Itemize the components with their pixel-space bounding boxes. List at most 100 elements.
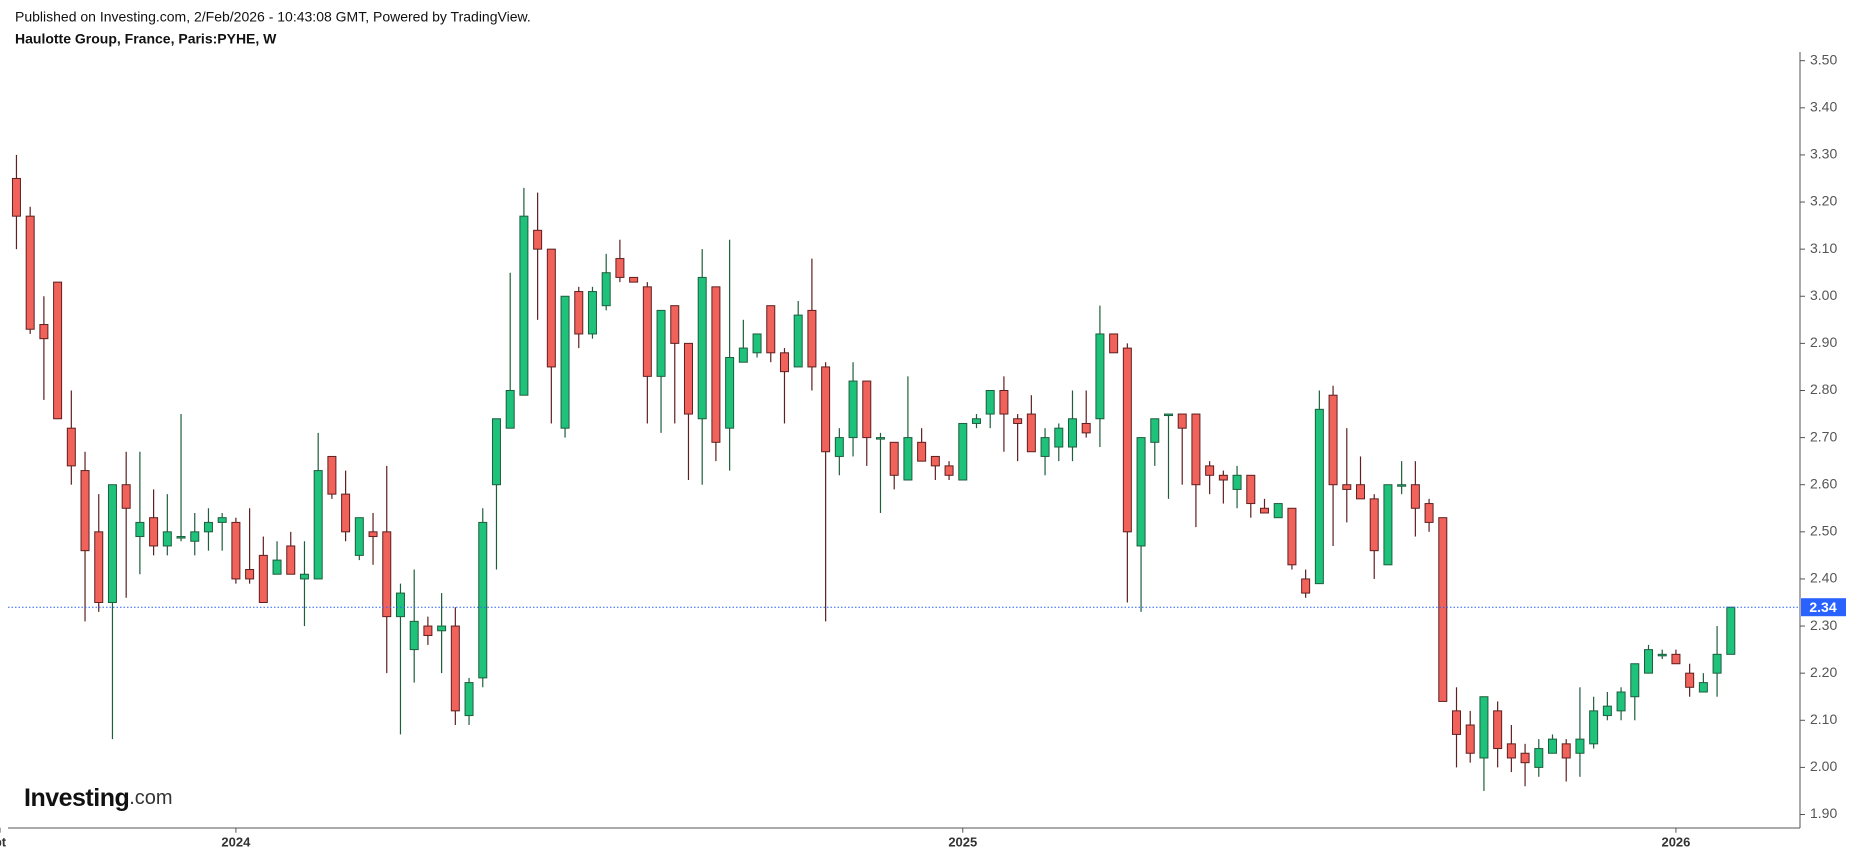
candle-body: [958, 422, 968, 481]
candle-body: [1081, 422, 1091, 434]
candle-body: [711, 286, 721, 443]
y-tick-label: 3.00: [1810, 287, 1837, 303]
candle-body: [395, 592, 405, 618]
candle-body: [121, 484, 131, 509]
candle-body: [80, 470, 90, 552]
candle-body: [1095, 333, 1105, 420]
y-tick-label: 2.40: [1810, 570, 1837, 586]
candle-body: [505, 389, 515, 429]
candle-body: [53, 281, 63, 420]
candle-body: [1397, 484, 1407, 487]
candle-body: [94, 531, 104, 603]
candle-body: [149, 517, 159, 547]
candle-body: [944, 465, 954, 476]
candle-body: [1122, 347, 1132, 533]
candle-body: [601, 272, 611, 307]
y-tick-label: 2.20: [1810, 664, 1837, 680]
candle-body: [1424, 503, 1434, 523]
candle-body: [450, 625, 460, 712]
candle-body: [162, 531, 172, 547]
candle-body: [1163, 413, 1173, 417]
candle-body: [272, 559, 282, 575]
candle-body: [1273, 503, 1283, 519]
candle-body: [327, 455, 337, 495]
candle-body: [615, 258, 625, 278]
candle-body: [1177, 413, 1187, 429]
y-tick-label: 3.40: [1810, 99, 1837, 115]
candle-body: [1671, 653, 1681, 665]
candle-body: [533, 229, 543, 250]
candle-body: [1712, 653, 1722, 674]
candle-body: [1602, 705, 1612, 717]
candle-body: [409, 620, 419, 651]
candle-body: [382, 531, 392, 618]
candle-body: [999, 389, 1009, 415]
candle-body: [258, 554, 268, 603]
candle-body: [930, 455, 940, 467]
candle-body: [1479, 696, 1489, 759]
candle-body: [1013, 418, 1023, 424]
candle-body: [1328, 394, 1338, 486]
candle-body: [834, 437, 844, 457]
candle-body: [903, 437, 913, 481]
candle-body: [738, 347, 748, 363]
candle-body: [1054, 427, 1064, 448]
candle-body: [107, 484, 117, 603]
candle-body: [135, 521, 145, 538]
candle-body: [1616, 691, 1626, 712]
candle-body: [190, 531, 200, 542]
y-tick-label: 2.10: [1810, 711, 1837, 727]
candle-body: [807, 309, 817, 368]
candle-body: [1356, 484, 1366, 500]
candle-body: [25, 215, 35, 330]
candle-body: [971, 418, 981, 424]
candle-body: [917, 441, 927, 462]
logo-brand: Investing: [24, 784, 129, 812]
candle-body: [491, 418, 501, 486]
y-tick-label: 1.90: [1810, 805, 1837, 821]
candle-body: [670, 305, 680, 344]
candle-body: [176, 536, 186, 539]
candle-body: [985, 389, 995, 415]
candle-body: [1410, 484, 1420, 509]
candles: [11, 154, 1736, 791]
candle-body: [66, 427, 76, 467]
candle-body: [203, 521, 213, 533]
candle-body: [1506, 743, 1516, 759]
candle-body: [1040, 437, 1050, 457]
candle-body: [683, 342, 693, 415]
candle-body: [1575, 738, 1585, 754]
candle-body: [1136, 437, 1146, 547]
candle-body: [1150, 418, 1160, 443]
candle-body: [1589, 710, 1599, 745]
candle-body: [793, 314, 803, 368]
candle-body: [1383, 484, 1393, 566]
candle-body: [1644, 649, 1654, 674]
y-tick-label: 2.30: [1810, 617, 1837, 633]
candle-body: [560, 295, 570, 429]
candle-body: [1452, 710, 1462, 735]
candle-body: [1205, 465, 1215, 476]
candle-body: [752, 333, 762, 354]
candle-body: [299, 573, 309, 580]
y-tick-label: 2.80: [1810, 381, 1837, 397]
y-tick-label: 2.00: [1810, 758, 1837, 774]
candle-body: [642, 286, 652, 377]
y-tick-label: 3.30: [1810, 146, 1837, 162]
candle-body: [245, 569, 255, 580]
candle-body: [423, 625, 433, 636]
candle-body: [1534, 748, 1544, 768]
candle-body: [1232, 474, 1242, 490]
candle-body: [286, 545, 296, 575]
y-tick-label: 2.60: [1810, 475, 1837, 491]
y-tick-label: 3.10: [1810, 240, 1837, 256]
candle-body: [1548, 738, 1558, 754]
candle-body: [341, 493, 351, 533]
candle-body: [697, 276, 707, 420]
candle-body: [766, 305, 776, 354]
candle-body: [1630, 663, 1640, 698]
candle-body: [1301, 578, 1311, 594]
candle-body: [848, 380, 858, 439]
